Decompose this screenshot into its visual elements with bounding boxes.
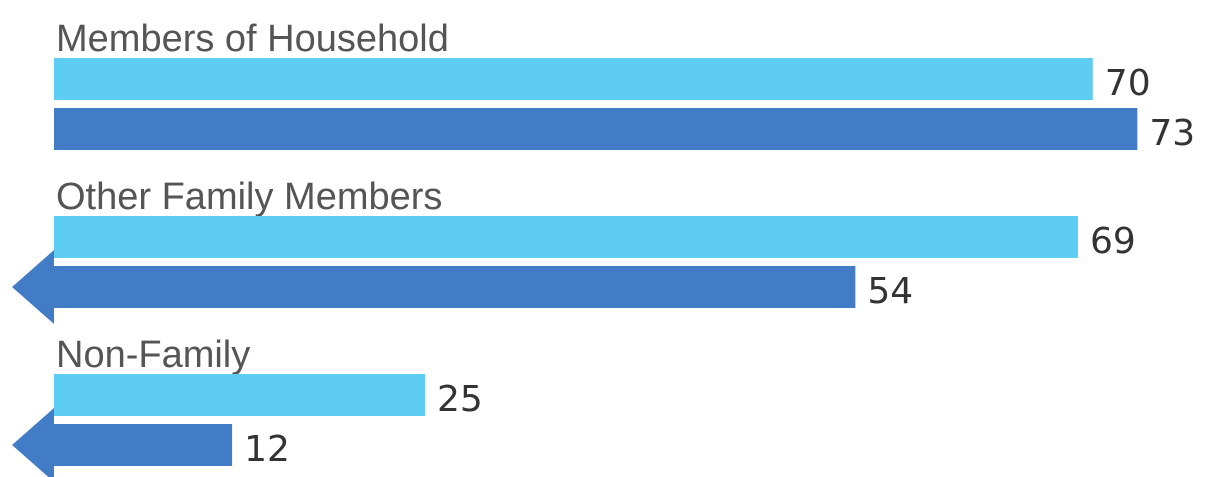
value-label: 54 [867, 271, 913, 312]
decrease-arrow [12, 408, 54, 477]
bar [54, 424, 233, 466]
value-label: 70 [1105, 63, 1151, 104]
bar [54, 58, 1093, 100]
decrease-arrow [12, 250, 54, 324]
value-label: 69 [1090, 221, 1136, 262]
category-label: Other Family Members [56, 176, 442, 218]
value-label: 12 [244, 429, 290, 470]
bar [54, 266, 856, 308]
bar [54, 108, 1138, 150]
value-label: 25 [437, 379, 483, 420]
category-label: Non-Family [56, 334, 250, 376]
category-label: Members of Household [56, 18, 449, 60]
bar [54, 374, 425, 416]
value-label: 73 [1149, 113, 1195, 154]
bar [54, 216, 1078, 258]
